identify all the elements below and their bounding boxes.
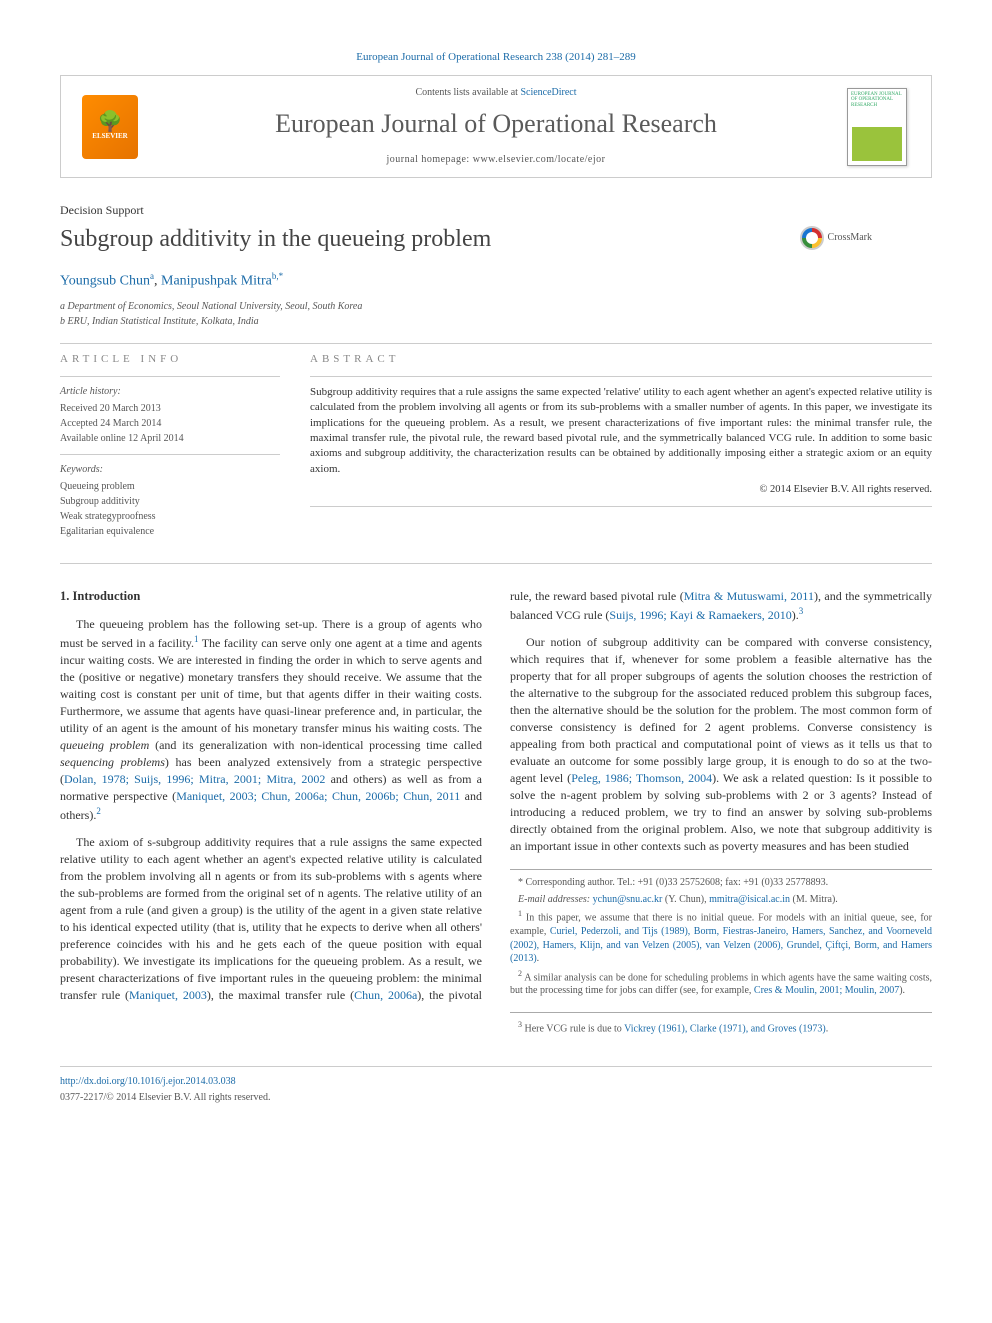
info-heading: ARTICLE INFO xyxy=(60,352,280,367)
crossmark-label: CrossMark xyxy=(828,231,872,245)
divider xyxy=(60,454,280,455)
journal-reference: European Journal of Operational Research… xyxy=(60,50,932,65)
corresponding-author: * Corresponding author. Tel.: +91 (0)33 … xyxy=(510,876,932,890)
publisher-name: ELSEVIER xyxy=(92,132,127,142)
author-affil-sup: a xyxy=(150,271,154,281)
doi-link[interactable]: http://dx.doi.org/10.1016/j.ejor.2014.03… xyxy=(60,1075,932,1089)
crossmark-icon xyxy=(800,226,824,250)
italic-term: sequencing problems xyxy=(60,755,165,769)
issn-copyright: 0377-2217/© 2014 Elsevier B.V. All right… xyxy=(60,1091,932,1105)
cover-thumb-wrap: EUROPEAN JOURNAL OF OPERATIONAL RESEARCH xyxy=(847,88,917,166)
elsevier-tree-icon: 🌳 xyxy=(98,112,123,132)
divider xyxy=(60,376,280,377)
divider xyxy=(310,376,932,377)
abstract-heading: ABSTRACT xyxy=(310,352,932,367)
received-date: Received 20 March 2013 xyxy=(60,401,280,416)
citation-link[interactable]: Maniquet, 2003 xyxy=(129,988,207,1002)
citation-link[interactable]: Chun, 2006a xyxy=(354,988,417,1002)
citation-link[interactable]: Vickrey (1961), Clarke (1971), and Grove… xyxy=(624,1023,826,1034)
affiliation-line: a Department of Economics, Seoul Nationa… xyxy=(60,299,932,314)
journal-banner: 🌳 ELSEVIER Contents lists available at S… xyxy=(60,75,932,177)
citation-link[interactable]: Mitra & Mutuswami, 2011 xyxy=(684,589,814,603)
bottom-bar: http://dx.doi.org/10.1016/j.ejor.2014.03… xyxy=(60,1066,932,1105)
keyword: Weak strategyproofness xyxy=(60,509,280,524)
divider xyxy=(60,563,932,564)
citation-link[interactable]: Maniquet, 2003; Chun, 2006a; Chun, 2006b… xyxy=(176,789,460,803)
body-paragraph: The queueing problem has the following s… xyxy=(60,616,482,824)
affiliations: a Department of Economics, Seoul Nationa… xyxy=(60,299,932,329)
footnotes-left: * Corresponding author. Tel.: +91 (0)33 … xyxy=(510,869,932,998)
journal-name: European Journal of Operational Research xyxy=(145,106,847,142)
section-label: Decision Support xyxy=(60,202,932,219)
elsevier-logo: 🌳 ELSEVIER xyxy=(82,95,138,159)
abstract: ABSTRACT Subgroup additivity requires th… xyxy=(310,352,932,538)
email-link[interactable]: ychun@snu.ac.kr xyxy=(593,894,663,905)
keyword: Queueing problem xyxy=(60,479,280,494)
body-columns: 1. Introduction The queueing problem has… xyxy=(60,588,932,1037)
history-label: Article history: xyxy=(60,385,280,399)
citation-link[interactable]: Cres & Moulin, 2001; Moulin, 2007 xyxy=(754,985,899,996)
copyright-line: © 2014 Elsevier B.V. All rights reserved… xyxy=(310,483,932,498)
sciencedirect-link[interactable]: ScienceDirect xyxy=(520,87,576,98)
footnote-ref[interactable]: 3 xyxy=(799,606,804,616)
section-heading: 1. Introduction xyxy=(60,588,482,606)
article-info: ARTICLE INFO Article history: Received 2… xyxy=(60,352,280,538)
citation-link[interactable]: Curiel, Pederzoli, and Tijs (1989), Borm… xyxy=(510,926,932,964)
italic-term: queueing problem xyxy=(60,738,149,752)
author-list: Youngsub Chuna, Manipushpak Mitrab,* xyxy=(60,270,932,291)
crossmark-badge[interactable]: CrossMark xyxy=(800,226,872,250)
citation-link[interactable]: Peleg, 1986; Thomson, 2004 xyxy=(571,771,712,785)
publisher-logo-wrap: 🌳 ELSEVIER xyxy=(75,95,145,159)
footnote: 1 In this paper, we assume that there is… xyxy=(510,909,932,965)
divider xyxy=(310,506,932,507)
footnotes-right: 3 Here VCG rule is due to Vickrey (1961)… xyxy=(510,1012,932,1037)
author-affil-sup: b,* xyxy=(272,271,283,281)
keyword: Subgroup additivity xyxy=(60,494,280,509)
contents-line: Contents lists available at ScienceDirec… xyxy=(145,86,847,100)
divider xyxy=(60,343,932,344)
affiliation-line: b ERU, Indian Statistical Institute, Kol… xyxy=(60,314,932,329)
abstract-text: Subgroup additivity requires that a rule… xyxy=(310,385,932,477)
author-link[interactable]: Manipushpak Mitra xyxy=(161,274,272,289)
footnote: 3 Here VCG rule is due to Vickrey (1961)… xyxy=(510,1019,932,1037)
cover-thumb-title: EUROPEAN JOURNAL OF OPERATIONAL RESEARCH xyxy=(848,89,906,112)
online-date: Available online 12 April 2014 xyxy=(60,431,280,446)
body-paragraph: Our notion of subgroup additivity can be… xyxy=(510,634,932,855)
accepted-date: Accepted 24 March 2014 xyxy=(60,416,280,431)
email-link[interactable]: mmitra@isical.ac.in xyxy=(709,894,790,905)
citation-link[interactable]: Suijs, 1996; Kayi & Ramaekers, 2010 xyxy=(609,608,791,622)
keyword: Egalitarian equivalence xyxy=(60,524,280,539)
journal-homepage: journal homepage: www.elsevier.com/locat… xyxy=(145,153,847,167)
email-line: E-mail addresses: ychun@snu.ac.kr (Y. Ch… xyxy=(510,893,932,907)
author-link[interactable]: Youngsub Chun xyxy=(60,274,150,289)
footnote-ref[interactable]: 2 xyxy=(96,806,101,816)
keywords-label: Keywords: xyxy=(60,463,280,477)
citation-link[interactable]: Dolan, 1978; Suijs, 1996; Mitra, 2001; M… xyxy=(64,772,325,786)
footnote: 2 A similar analysis can be done for sch… xyxy=(510,969,932,998)
journal-cover-thumb: EUROPEAN JOURNAL OF OPERATIONAL RESEARCH xyxy=(847,88,907,166)
